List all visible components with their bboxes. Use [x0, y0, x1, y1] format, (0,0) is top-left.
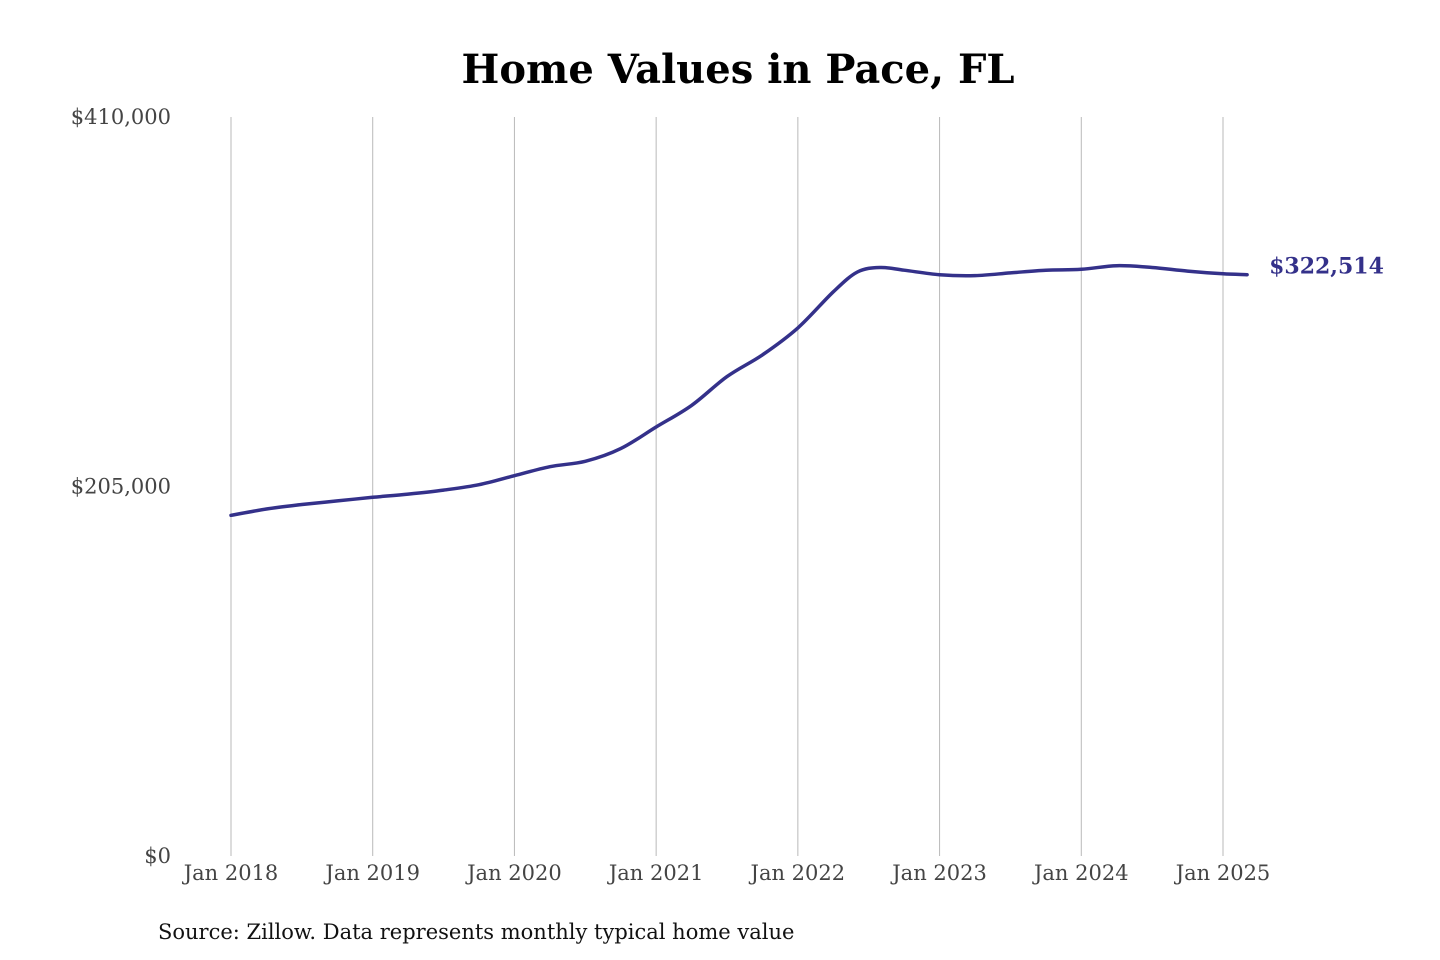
y-tick-label-2: $410,000	[71, 105, 171, 129]
x-tick-label-0: Jan 2018	[182, 861, 279, 885]
x-axis-tick-labels: Jan 2018 Jan 2019 Jan 2020 Jan 2021 Jan 2022…	[182, 861, 1271, 885]
x-tick-label-7: Jan 2025	[1174, 861, 1271, 885]
x-tick-label-3: Jan 2021	[607, 861, 704, 885]
x-tick-label-2: Jan 2020	[465, 861, 562, 885]
x-tick-label-4: Jan 2022	[749, 861, 846, 885]
y-tick-label-1: $205,000	[71, 475, 171, 499]
vertical-gridlines	[230, 117, 1224, 856]
y-axis-tick-labels: $0 $205,000 $410,000	[71, 105, 171, 868]
y-tick-label-0: $0	[144, 844, 171, 868]
chart-title: Home Values in Pace, FL	[462, 46, 1015, 93]
x-tick-label-1: Jan 2019	[323, 861, 420, 885]
x-tick-label-6: Jan 2024	[1032, 861, 1129, 885]
x-tick-label-5: Jan 2023	[890, 861, 987, 885]
latest-value-label: $322,514	[1269, 254, 1384, 280]
home-value-series-line	[229, 263, 1249, 518]
source-note: Source: Zillow. Data represents monthly …	[158, 920, 794, 944]
